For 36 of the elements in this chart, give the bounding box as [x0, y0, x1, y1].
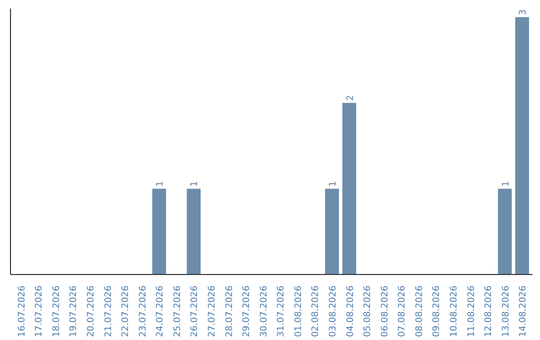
x-tick-label: 16.07.2026: [17, 285, 28, 338]
x-tick-label: 19.07.2026: [69, 285, 80, 338]
x-tick-label: 27.07.2026: [208, 285, 218, 338]
x-tick-label: 29.07.2026: [242, 285, 252, 338]
x-tick-label: 01.08.2026: [294, 285, 304, 338]
x-tick-label: 10.08.2026: [449, 285, 460, 338]
x-tick-label: 11.08.2026: [466, 285, 477, 338]
x-tick-label: 22.07.2026: [121, 285, 132, 338]
x-tick-label: 23.07.2026: [138, 285, 148, 338]
x-tick-label: 17.07.2026: [34, 285, 45, 338]
x-tick-label: 06.08.2026: [380, 285, 390, 338]
x-tick-label: 21.07.2026: [104, 285, 114, 338]
x-tick-label: 09.08.2026: [432, 285, 442, 338]
data-label: 1: [328, 180, 338, 187]
x-tick-label: 30.07.2026: [259, 285, 270, 338]
x-tick-label: 13.08.2026: [501, 285, 512, 338]
x-tick-label: 20.07.2026: [86, 285, 97, 338]
x-tick-label: 03.08.2026: [328, 285, 338, 338]
data-label: 1: [501, 180, 512, 187]
data-label: 3: [518, 9, 529, 16]
data-label: 1: [190, 180, 200, 187]
x-tick-label: 18.07.2026: [52, 285, 62, 338]
x-tick-label: 31.07.2026: [276, 285, 287, 338]
x-tick-label: 12.08.2026: [484, 285, 494, 338]
data-label: 1: [156, 180, 166, 187]
x-tick-label: 24.07.2026: [156, 285, 166, 338]
x-tick-label: 02.08.2026: [311, 285, 322, 338]
x-tick-label: 07.08.2026: [398, 285, 408, 338]
x-tick-label: 05.08.2026: [363, 285, 374, 338]
x-tick-label: 04.08.2026: [346, 285, 356, 338]
x-tick-label: 08.08.2026: [414, 285, 425, 338]
x-tick-label: 28.07.2026: [224, 285, 235, 338]
x-tick-label: 25.07.2026: [172, 285, 183, 338]
x-tick-label: 26.07.2026: [190, 285, 200, 338]
x-tick-label: 14.08.2026: [518, 285, 529, 338]
data-label: 2: [346, 95, 356, 101]
